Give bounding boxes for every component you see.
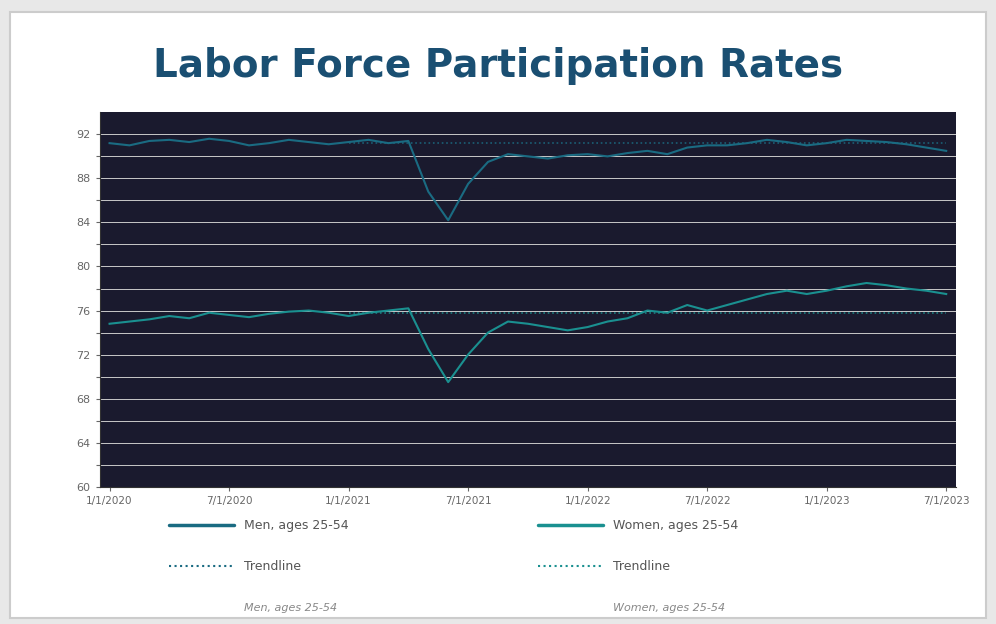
Text: Labor Force Participation Rates: Labor Force Participation Rates xyxy=(153,47,843,84)
Text: Women, ages 25-54: Women, ages 25-54 xyxy=(613,519,738,532)
Text: Men, ages 25-54: Men, ages 25-54 xyxy=(244,603,337,613)
Text: Men, ages 25-54: Men, ages 25-54 xyxy=(244,519,349,532)
Text: Trendline: Trendline xyxy=(613,560,669,573)
Text: Women, ages 25-54: Women, ages 25-54 xyxy=(613,603,725,613)
Text: Trendline: Trendline xyxy=(244,560,301,573)
